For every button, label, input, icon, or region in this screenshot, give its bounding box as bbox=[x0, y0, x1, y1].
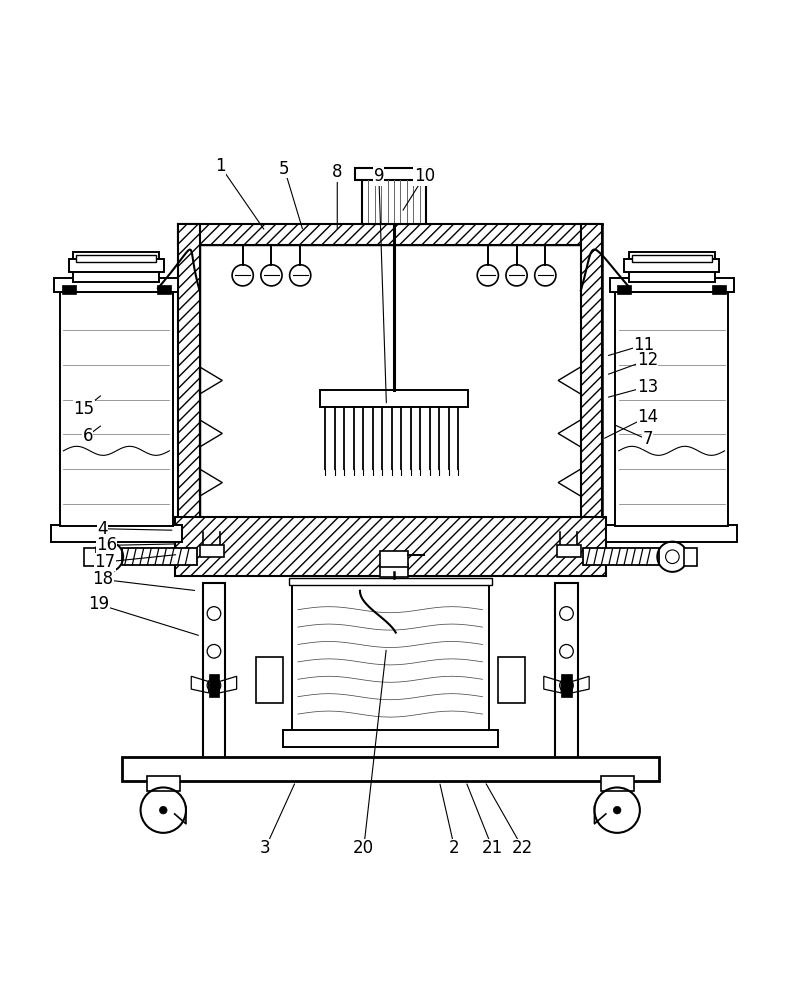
Bar bbox=[158, 285, 171, 294]
Bar bbox=[362, 177, 426, 224]
Bar bbox=[289, 578, 492, 585]
Text: 15: 15 bbox=[73, 400, 95, 418]
Bar bbox=[355, 168, 433, 180]
Bar bbox=[69, 259, 164, 272]
Bar bbox=[381, 551, 407, 567]
Bar bbox=[712, 285, 726, 294]
Bar bbox=[629, 252, 715, 282]
Bar bbox=[283, 730, 498, 747]
Bar bbox=[555, 583, 578, 769]
Text: 13: 13 bbox=[637, 378, 658, 396]
Bar bbox=[54, 278, 178, 292]
Text: 7: 7 bbox=[642, 430, 652, 448]
Text: 9: 9 bbox=[374, 167, 384, 185]
Bar bbox=[624, 259, 719, 272]
Text: 6: 6 bbox=[83, 427, 93, 445]
Text: 20: 20 bbox=[353, 839, 374, 857]
Text: 18: 18 bbox=[92, 570, 113, 588]
Text: 22: 22 bbox=[512, 839, 533, 857]
Bar bbox=[175, 517, 606, 576]
Text: 1: 1 bbox=[214, 157, 225, 175]
Bar bbox=[199, 545, 224, 557]
Bar bbox=[121, 757, 659, 781]
Bar bbox=[556, 545, 581, 557]
Bar bbox=[73, 252, 159, 282]
Text: 12: 12 bbox=[637, 351, 658, 369]
Bar bbox=[50, 525, 182, 542]
Bar bbox=[498, 657, 525, 703]
Bar bbox=[147, 776, 180, 791]
Bar bbox=[581, 224, 602, 553]
Bar bbox=[178, 224, 199, 553]
Bar bbox=[320, 390, 468, 407]
Bar bbox=[76, 255, 157, 262]
Bar bbox=[84, 548, 96, 566]
Bar bbox=[62, 285, 76, 294]
Text: 2: 2 bbox=[449, 839, 460, 857]
Text: 11: 11 bbox=[633, 336, 654, 354]
Bar bbox=[255, 657, 283, 703]
Bar bbox=[209, 674, 219, 697]
Bar bbox=[606, 525, 738, 542]
Bar bbox=[121, 548, 197, 565]
Text: 21: 21 bbox=[481, 839, 503, 857]
Bar bbox=[685, 548, 697, 566]
Bar bbox=[610, 278, 734, 292]
Bar bbox=[178, 532, 602, 553]
Text: 8: 8 bbox=[332, 163, 343, 181]
Text: 4: 4 bbox=[98, 520, 108, 538]
Bar bbox=[203, 583, 225, 769]
Bar bbox=[631, 255, 712, 262]
Text: 10: 10 bbox=[414, 167, 435, 185]
Text: 16: 16 bbox=[96, 536, 117, 554]
Circle shape bbox=[613, 806, 621, 814]
Circle shape bbox=[159, 806, 167, 814]
Bar bbox=[292, 579, 489, 733]
Bar bbox=[178, 224, 602, 245]
Bar bbox=[617, 285, 630, 294]
Bar bbox=[600, 776, 634, 791]
Text: 17: 17 bbox=[95, 553, 116, 571]
Text: 5: 5 bbox=[279, 160, 289, 178]
Text: 14: 14 bbox=[637, 408, 658, 426]
Text: 19: 19 bbox=[88, 595, 110, 613]
Bar bbox=[561, 674, 572, 697]
Bar bbox=[615, 292, 728, 526]
Text: 3: 3 bbox=[260, 839, 271, 857]
Bar bbox=[381, 564, 407, 577]
Bar bbox=[583, 548, 659, 565]
Bar bbox=[60, 292, 173, 526]
